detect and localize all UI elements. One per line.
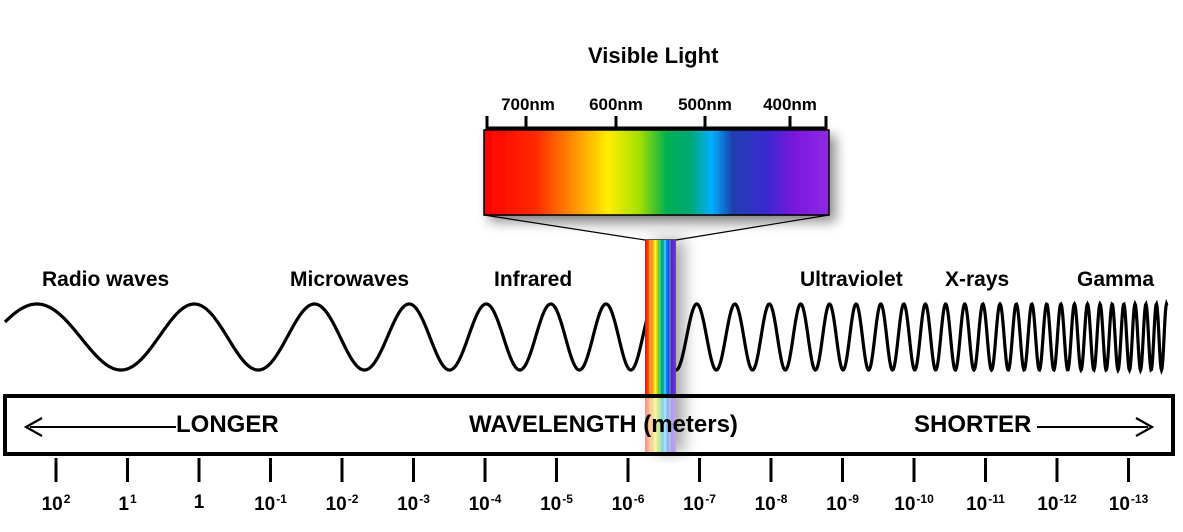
scale-label-exponent: 1 — [129, 492, 137, 506]
scale-label-base: 1 — [193, 492, 205, 513]
scale-label-exponent: -13 — [1130, 492, 1149, 506]
nm-tick-label: 500nm — [678, 95, 732, 114]
scale-label-exponent: -6 — [633, 492, 645, 506]
spectrum-funnel — [483, 214, 830, 241]
band-label-radio: Radio waves — [42, 268, 170, 291]
band-label-gamma: Gamma — [1077, 268, 1155, 291]
left-arrow — [23, 417, 176, 437]
scale-label-base: 10 — [754, 494, 776, 515]
band-label-xrays: X-rays — [945, 268, 1010, 291]
scale-label: 10-8 — [755, 492, 788, 516]
scale-label: 10-4 — [469, 492, 502, 516]
scale-label-exponent: -8 — [776, 492, 788, 506]
scale-label-base: 10 — [1037, 494, 1059, 515]
scale-label: 10-12 — [1037, 492, 1076, 516]
scale-label-base: 10 — [966, 494, 988, 515]
nm-tick-label: 400nm — [763, 95, 817, 114]
axis-left-label: LONGER — [176, 411, 279, 438]
band-label-ultraviolet: Ultraviolet — [800, 268, 903, 291]
scale-ticks — [54, 458, 1130, 482]
beam-fade — [645, 398, 676, 452]
band-label-infrared: Infrared — [494, 268, 573, 291]
scale-label-exponent: -11 — [988, 492, 1005, 506]
wavelength-axis-box — [3, 394, 1175, 456]
scale-label-exponent: -5 — [562, 492, 573, 506]
scale-label-exponent: -12 — [1059, 492, 1077, 506]
scale-label: 10-11 — [966, 492, 1005, 516]
visible-light-title: Visible Light — [588, 43, 719, 68]
scale-label: 10-1 — [254, 492, 287, 516]
scale-label-base: 10 — [468, 494, 490, 515]
scale-label: 11 — [118, 492, 136, 516]
axis-right-label: SHORTER — [914, 411, 1032, 438]
scale-label: 10-7 — [683, 492, 716, 516]
scale-label: 102 — [42, 492, 71, 516]
scale-label-base: 10 — [254, 494, 276, 515]
scale-label: 10-13 — [1109, 492, 1148, 516]
scale-label-base: 10 — [325, 494, 347, 515]
scale-label-base: 10 — [826, 494, 848, 515]
scale-label: 1 — [194, 492, 205, 514]
scale-label: 10-5 — [540, 492, 573, 516]
scale-label-base: 10 — [1108, 494, 1130, 515]
scale-label: 10-6 — [612, 492, 645, 516]
scale-label-base: 1 — [118, 494, 129, 515]
axis-center-label: WAVELENGTH (meters) — [469, 411, 738, 438]
scale-label-exponent: -10 — [916, 492, 934, 506]
scale-label-exponent: -9 — [848, 492, 859, 506]
scale-label-exponent: -7 — [705, 492, 716, 506]
band-label-microwaves: Microwaves — [290, 268, 410, 291]
scale-label-base: 10 — [611, 494, 633, 515]
visible-spectrum-box — [483, 129, 830, 216]
nm-ruler-ticks — [485, 116, 828, 130]
nm-tick-label: 700nm — [501, 95, 555, 114]
scale-label-exponent: -3 — [419, 492, 430, 506]
scale-label-base: 10 — [683, 494, 705, 515]
scale-label-exponent: -2 — [347, 492, 359, 506]
scale-label-base: 10 — [894, 494, 916, 515]
scale-label: 10-3 — [397, 492, 430, 516]
scale-label-base: 10 — [397, 494, 419, 515]
right-arrow — [1037, 417, 1155, 437]
scale-label: 10-9 — [826, 492, 859, 516]
scale-label-base: 10 — [540, 494, 562, 515]
scale-label: 10-2 — [326, 492, 359, 516]
wave-curve — [3, 298, 1169, 376]
scale-label: 10-10 — [894, 492, 933, 516]
nm-tick-label: 600nm — [589, 95, 643, 114]
scale-label-exponent: -4 — [490, 492, 502, 506]
scale-label-base: 10 — [41, 494, 63, 515]
scale-label-exponent: 2 — [63, 492, 71, 506]
scale-label-exponent: -1 — [276, 492, 287, 506]
